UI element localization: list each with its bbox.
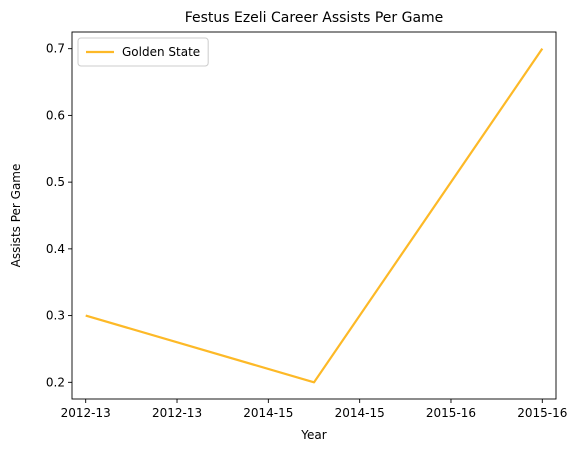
y-tick-label: 0.5 — [46, 175, 65, 189]
x-tick-label: 2015-16 — [426, 406, 476, 420]
x-tick-label: 2012-13 — [152, 406, 202, 420]
series-line-0 — [85, 48, 544, 384]
x-tick-label: 2015-16 — [517, 406, 567, 420]
x-tick-label: 2014-15 — [335, 406, 385, 420]
y-tick-label: 0.7 — [46, 42, 65, 56]
plot-area: 0.2 0.3 0.4 0.5 0.6 0.7 2012-13 2012-13 2014-15 2… — [46, 31, 567, 420]
chart-title: Festus Ezeli Career Assists Per Game — [185, 10, 444, 26]
y-axis-label: Assists Per Game — [9, 164, 23, 268]
legend: Golden State — [77, 37, 209, 67]
y-tick-label: 0.2 — [46, 375, 65, 389]
legend-box — [77, 37, 209, 67]
x-axis-label: Year — [300, 428, 326, 442]
axes-frame — [71, 31, 557, 400]
y-tick-label: 0.6 — [46, 108, 65, 122]
legend-label: Golden State — [122, 45, 200, 59]
y-tick-label: 0.3 — [46, 309, 65, 323]
x-tick-label: 2012-13 — [61, 406, 111, 420]
x-tick-label: 2014-15 — [243, 406, 293, 420]
y-tick-label: 0.4 — [46, 242, 65, 256]
